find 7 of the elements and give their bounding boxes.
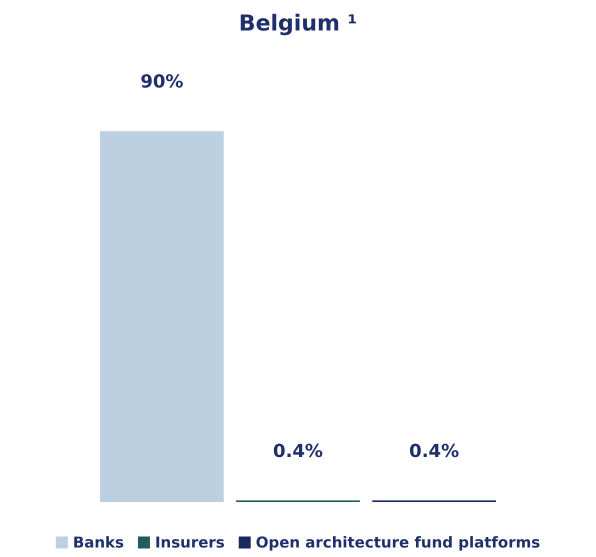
chart-title: Belgium ¹ [238, 12, 358, 36]
data-label: 90% [140, 72, 184, 93]
legend-label: Banks [72, 534, 124, 552]
data-label: 0.4% [273, 440, 323, 462]
data-label: 0.4% [409, 440, 460, 462]
legend-label: Insurers [154, 534, 225, 552]
legend-label: Open architecture fund platforms [256, 534, 540, 552]
